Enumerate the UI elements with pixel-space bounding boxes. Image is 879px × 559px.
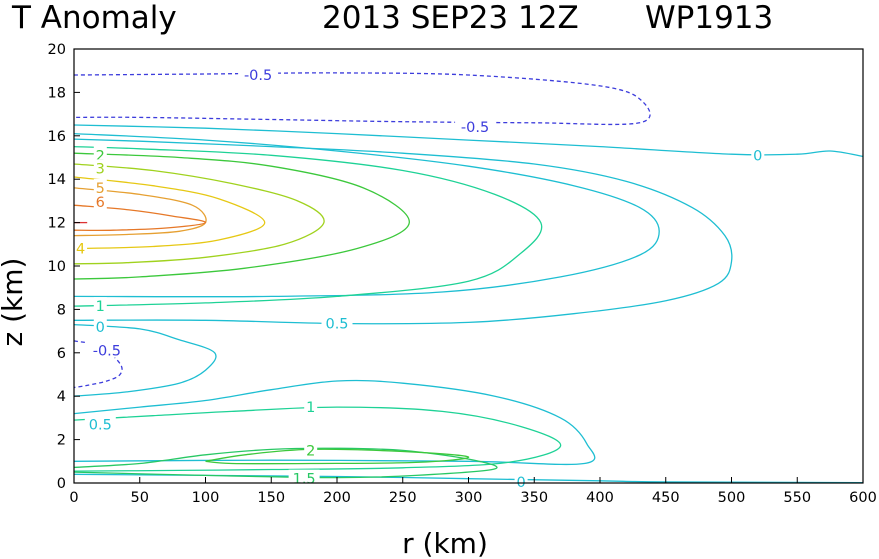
contour-line-7 xyxy=(73,163,325,265)
contour-label-bg-6 xyxy=(93,146,107,163)
contour-label-bg-7 xyxy=(93,159,107,176)
contour-label-18: 2 xyxy=(306,443,315,459)
contour-label-15: 0.5 xyxy=(89,417,112,433)
x-tick-label-2: 100 xyxy=(192,490,220,506)
contour-label-1: -0.5 xyxy=(461,120,489,136)
contour-label-10: 6 xyxy=(96,195,105,211)
contour-label-bg-18 xyxy=(304,441,318,458)
axis-ticks: 0 50 100 150 200 250 300 350 400 450 500 550 6000246… xyxy=(48,42,877,506)
contour-label-13: -0.5 xyxy=(93,344,121,360)
contour-label-bg-9 xyxy=(93,178,107,195)
contour-label-8: 4 xyxy=(76,242,85,258)
contour-label-bg-14 xyxy=(514,472,528,489)
contour-line-10 xyxy=(73,204,207,232)
plot-frame xyxy=(73,48,864,484)
contour-label-6: 2 xyxy=(96,148,105,164)
contour-label-16: 1 xyxy=(306,400,315,416)
contour-label-bg-15 xyxy=(84,415,116,432)
storm-id: WP1913 xyxy=(645,0,773,36)
contour-label-bg-2 xyxy=(751,146,765,163)
contour-label-bg-17 xyxy=(288,469,320,486)
contour-line-15 xyxy=(73,379,596,466)
x-tick-label-0: 0 xyxy=(69,490,78,506)
x-tick-label-10: 500 xyxy=(718,490,746,506)
x-tick-label-3: 150 xyxy=(257,490,285,506)
contour-label-0: -0.5 xyxy=(244,68,272,84)
contour-line-16 xyxy=(73,406,562,472)
contour-line-17 xyxy=(73,447,498,479)
y-tick-label-4: 8 xyxy=(57,302,66,318)
x-tick-label-6: 300 xyxy=(455,490,483,506)
y-tick-label-3: 6 xyxy=(57,346,66,362)
contour-label-4: 0.5 xyxy=(325,317,348,333)
contour-line-5 xyxy=(73,145,543,307)
contour-line-8 xyxy=(73,176,266,250)
y-tick-label-7: 14 xyxy=(48,172,66,188)
y-tick-label-1: 2 xyxy=(57,433,66,449)
y-tick-label-10: 20 xyxy=(48,42,66,58)
contour-label-5: 1 xyxy=(96,299,105,315)
contour-label-bg-13 xyxy=(86,341,127,358)
contour-line-4 xyxy=(73,138,733,325)
y-tick-label-6: 12 xyxy=(48,216,66,232)
x-tick-label-5: 250 xyxy=(389,490,417,506)
y-tick-label-2: 4 xyxy=(57,389,66,405)
contour-label-bg-16 xyxy=(304,398,318,415)
contour-line-6 xyxy=(73,152,410,280)
contour-line-12 xyxy=(73,323,217,397)
contour-line-13 xyxy=(73,340,123,389)
contour-line-2 xyxy=(73,124,864,158)
contour-label-bg-8 xyxy=(74,239,88,256)
contour-label-bg-12 xyxy=(93,317,107,334)
contour-label-bg-5 xyxy=(93,297,107,314)
contour-label-12: 0 xyxy=(96,320,105,336)
y-tick-label-5: 10 xyxy=(48,259,66,275)
chart-title: T Anomaly xyxy=(11,0,177,36)
contour-label-17: 1.5 xyxy=(293,472,316,488)
x-tick-label-8: 400 xyxy=(586,490,614,506)
y-tick-label-9: 18 xyxy=(48,85,66,101)
x-tick-label-7: 350 xyxy=(520,490,548,506)
x-tick-label-12: 600 xyxy=(849,490,877,506)
x-tick-label-4: 200 xyxy=(323,490,351,506)
contour-label-bg-4 xyxy=(321,314,353,331)
contour-label-bg-10 xyxy=(93,192,107,209)
y-tick-label-8: 16 xyxy=(48,129,66,145)
contour-label-bg-0 xyxy=(238,66,279,83)
contour-line-0 xyxy=(73,72,651,126)
x-axis-label: r (km) xyxy=(402,527,488,559)
chart-subtitle: 2013 SEP23 12Z xyxy=(322,0,579,36)
contour-label-7: 3 xyxy=(96,161,105,177)
contour-label-2: 0 xyxy=(753,148,762,164)
y-axis-label: z (km) xyxy=(0,258,29,347)
contour-line-18 xyxy=(205,448,470,465)
x-tick-label-9: 450 xyxy=(652,490,680,506)
contour-label-9: 5 xyxy=(96,181,105,197)
x-tick-label-1: 50 xyxy=(131,490,149,506)
contour-line-3 xyxy=(73,132,660,298)
contour-label-bg-1 xyxy=(455,118,496,135)
x-tick-label-11: 550 xyxy=(783,490,811,506)
y-tick-label-0: 0 xyxy=(57,476,66,492)
